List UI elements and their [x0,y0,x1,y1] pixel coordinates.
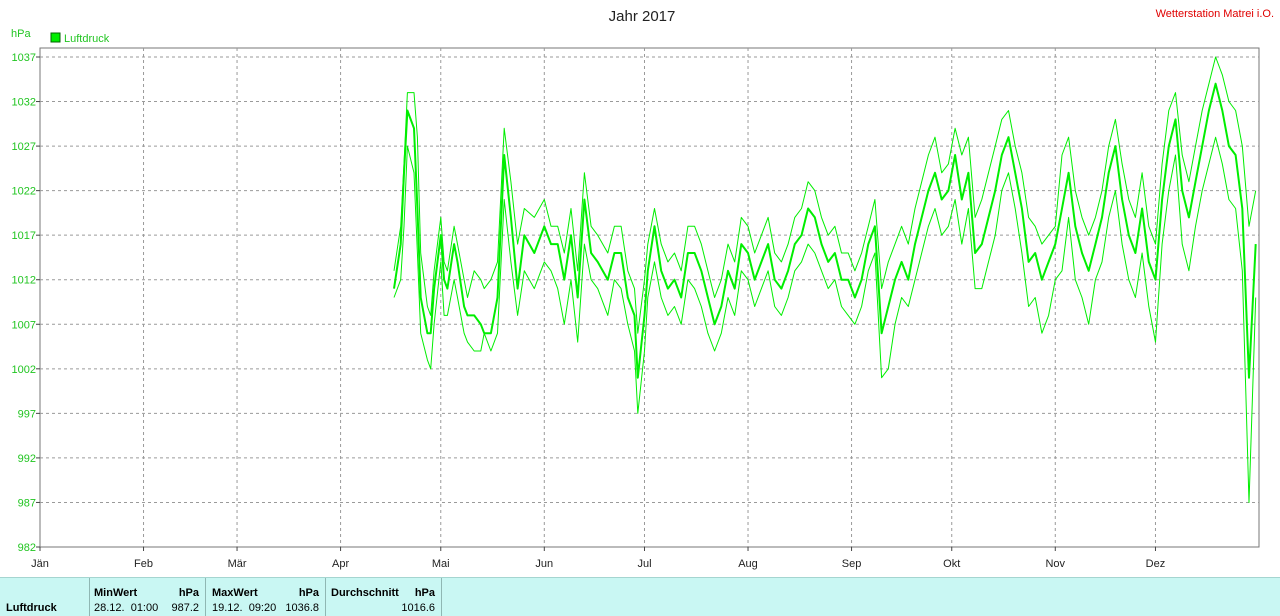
min-value: 987.2 [171,602,199,614]
y-axis-ticks: 982 987 992 997 1002 1007 1012 1017 1022 1027 1032… [12,52,40,554]
y-tick-label: 1007 [12,319,36,331]
y-tick-label: 987 [18,497,36,509]
chart-title: Jahr 2017 [609,8,676,25]
grid-lines [40,48,1259,547]
y-tick-label: 1032 [12,97,36,109]
stats-avg-cell: Durchschnitt hPa 1016.6 [326,578,442,616]
avg-unit: hPa [414,587,435,599]
y-tick-label: 1002 [12,364,36,376]
x-tick-label: Aug [738,558,758,570]
avg-header: Durchschnitt [331,587,399,599]
plot-area [39,47,1260,548]
x-tick-label: Jul [637,558,651,570]
min-unit: hPa [178,587,199,599]
max-value: 1036.8 [285,602,319,614]
x-tick-label: Dez [1146,558,1166,570]
min-time: 28.12. 01:00 [94,602,159,614]
avg-value: 1016.6 [401,602,435,614]
pressure-chart: Jahr 2017 Wetterstation Matrei i.O. hPa … [11,8,1274,570]
x-tick-label: Mai [432,558,450,570]
station-name: Wetterstation Matrei i.O. [1156,8,1274,20]
legend-swatch [50,32,61,43]
series-lines [393,56,1257,503]
max-header: MaxWert [212,587,258,599]
stats-row-label: Luftdruck [6,602,57,614]
x-tick-label: Jän [31,558,49,570]
series-line-mean [393,82,1257,379]
max-time: 19.12. 09:20 [212,602,277,614]
series-line-min [393,136,1257,503]
y-tick-label: 1022 [12,186,36,198]
x-tick-label: Feb [134,558,153,570]
y-axis-unit: hPa [11,28,31,40]
y-tick-label: 1037 [12,52,36,64]
y-tick-label: 992 [18,453,36,465]
stats-table: Luftdruck MinWert hPa 28.12. 01:00 987.2… [0,577,1280,616]
series-line-max [393,56,1257,334]
stats-row-label-cell: Luftdruck [0,578,90,616]
y-tick-label: 1017 [12,230,36,242]
x-tick-label: Sep [842,558,862,570]
y-tick-label: 982 [18,542,36,554]
x-tick-label: Okt [943,558,960,570]
y-tick-label: 1012 [12,275,36,287]
x-tick-label: Jun [535,558,553,570]
min-header: MinWert [94,587,138,599]
max-unit: hPa [298,587,319,599]
x-axis-ticks: Jän Feb Mär Apr Mai Jun Jul Aug Sep Okt Nov Dez [31,547,1165,570]
stats-min-cell: MinWert hPa 28.12. 01:00 987.2 [90,578,206,616]
y-tick-label: 997 [18,408,36,420]
stats-max-cell: MaxWert hPa 19.12. 09:20 1036.8 [206,578,326,616]
y-tick-label: 1027 [12,141,36,153]
x-tick-label: Nov [1045,558,1065,570]
legend-label: Luftdruck [64,33,110,45]
x-tick-label: Mär [228,558,247,570]
x-tick-label: Apr [332,558,349,570]
